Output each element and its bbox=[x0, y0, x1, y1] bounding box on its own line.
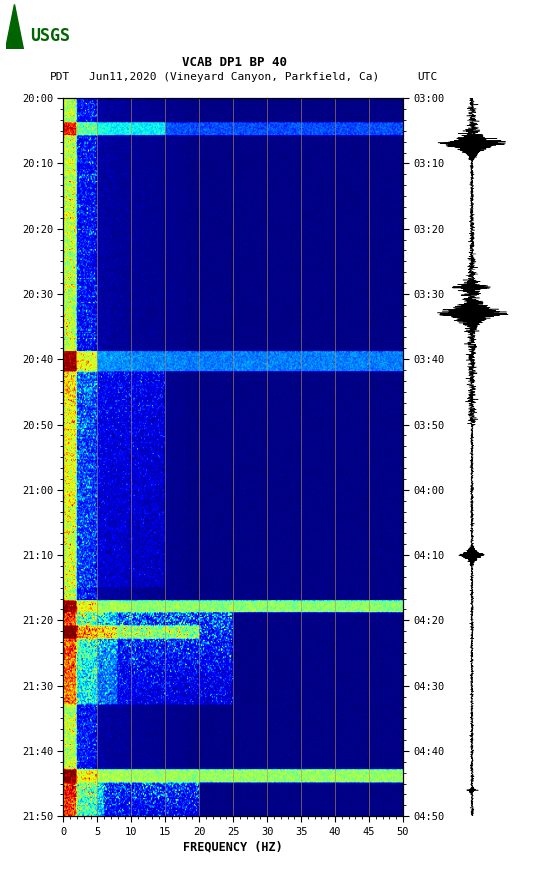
X-axis label: FREQUENCY (HZ): FREQUENCY (HZ) bbox=[183, 841, 283, 854]
Text: VCAB DP1 BP 40: VCAB DP1 BP 40 bbox=[182, 55, 287, 69]
Text: UTC: UTC bbox=[417, 72, 437, 82]
Polygon shape bbox=[6, 4, 23, 49]
Text: PDT: PDT bbox=[50, 72, 70, 82]
Text: Jun11,2020 (Vineyard Canyon, Parkfield, Ca): Jun11,2020 (Vineyard Canyon, Parkfield, … bbox=[89, 72, 380, 82]
Text: USGS: USGS bbox=[30, 27, 70, 45]
